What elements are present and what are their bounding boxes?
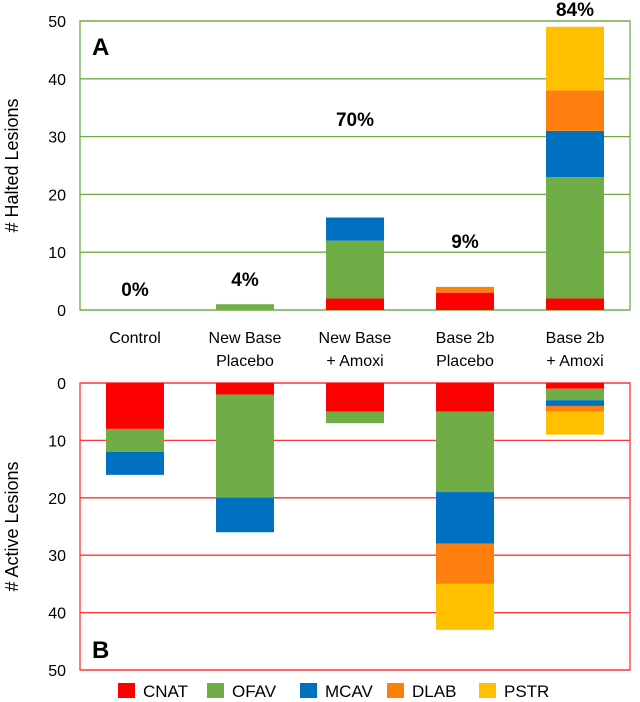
legend-swatch-cnat (118, 683, 135, 698)
panel-b-active-lesions: 0 10 20 30 40 50 # Active Lesions B (2, 376, 631, 680)
bar-segment-mcav-base-2b-amoxi (546, 400, 604, 406)
bar-segment-mcav-base-2b-amoxi (546, 130, 604, 178)
y-tick-label: 10 (48, 433, 66, 450)
x-category-label-line: New Base (319, 330, 392, 347)
x-category-label: New Base + Amoxi (319, 330, 392, 370)
bar-segment-dlab-base-2b-amoxi (546, 405, 604, 412)
x-category-label: New Base Placebo (209, 330, 282, 370)
y-tick-label: 50 (48, 663, 66, 680)
x-category-label-line: Base 2b (546, 330, 605, 347)
bar-segment-cnat-new-base-amoxi (326, 298, 384, 310)
legend-label-dlab: DLAB (412, 682, 456, 701)
y-tick-label: 0 (57, 376, 66, 393)
legend: CNAT OFAV MCAV DLAB PSTR (118, 682, 549, 701)
bar-segment-pstr-base-2b-placebo (436, 583, 494, 630)
bar-segment-pstr-base-2b-amoxi (546, 26, 604, 91)
legend-swatch-pstr (479, 683, 496, 698)
y-tick-label: 40 (48, 606, 66, 623)
bar-segment-mcav-base-2b-placebo (436, 492, 494, 544)
bar-segment-ofav-new-base-placebo (216, 394, 274, 498)
bar-segment-cnat-base-2b-amoxi (546, 298, 604, 310)
panel-label: A (92, 34, 109, 61)
legend-label-pstr: PSTR (504, 682, 549, 701)
x-category-label-line: Control (109, 330, 161, 347)
bar-segment-dlab-base-2b-amoxi (546, 90, 604, 131)
legend-label-cnat: CNAT (143, 682, 188, 701)
bar-segment-cnat-base-2b-placebo (436, 292, 494, 310)
percent-label: 84% (556, 0, 594, 21)
bar-segment-cnat-control (106, 383, 164, 429)
x-category-label-line: + Amoxi (546, 353, 603, 370)
x-category-label-line: Base 2b (436, 330, 495, 347)
bar-segment-dlab-base-2b-placebo (436, 543, 494, 584)
y-tick-label: 0 (57, 303, 66, 320)
x-category-label-line: Placebo (436, 353, 494, 370)
bar-segment-ofav-base-2b-amoxi (546, 388, 604, 401)
panel-a-halted-lesions: 0 10 20 30 40 50 # Halted Lesions A 0% 4% 70% 9% 84% (2, 0, 631, 320)
percent-label: 70% (336, 110, 374, 131)
legend-swatch-dlab (387, 683, 404, 698)
y-tick-label: 40 (48, 72, 66, 89)
percent-label: 0% (121, 280, 149, 301)
bar-segment-cnat-base-2b-placebo (436, 383, 494, 412)
y-tick-label: 50 (48, 14, 66, 31)
y-axis-label: # Halted Lesions (2, 98, 22, 232)
bar-segment-pstr-base-2b-amoxi (546, 411, 604, 435)
bar-segment-mcav-new-base-placebo (216, 497, 274, 533)
panel-label: B (92, 637, 109, 664)
x-category-label: Control (109, 330, 161, 347)
percent-label: 9% (451, 232, 479, 253)
x-category-label-line: New Base (209, 330, 282, 347)
bar-segment-cnat-new-base-amoxi (326, 383, 384, 412)
bar-segment-mcav-control (106, 451, 164, 475)
y-tick-label: 30 (48, 548, 66, 565)
y-tick-label: 10 (48, 245, 66, 262)
x-category-label: Base 2b Placebo (436, 330, 495, 370)
bar-segment-mcav-new-base-amoxi (326, 217, 384, 241)
y-tick-label: 20 (48, 187, 66, 204)
bar-segment-ofav-base-2b-amoxi (546, 177, 604, 299)
legend-swatch-ofav (207, 683, 224, 698)
bar-segment-ofav-new-base-amoxi (326, 240, 384, 299)
bar-segment-ofav-base-2b-placebo (436, 411, 494, 493)
x-category-label-line: Placebo (216, 353, 274, 370)
bar-segment-dlab-base-2b-placebo (436, 286, 494, 293)
legend-label-ofav: OFAV (232, 682, 277, 701)
bar-segment-cnat-new-base-placebo (216, 383, 274, 395)
x-category-label: Base 2b + Amoxi (546, 330, 605, 370)
x-category-label-line: + Amoxi (326, 353, 383, 370)
bar-segment-ofav-control (106, 428, 164, 452)
legend-swatch-mcav (300, 683, 317, 698)
legend-label-mcav: MCAV (325, 682, 374, 701)
bar-segment-ofav-new-base-placebo (216, 304, 274, 310)
y-axis-label: # Active Lesions (2, 461, 22, 591)
y-tick-label: 20 (48, 491, 66, 508)
bar-segment-cnat-base-2b-amoxi (546, 383, 604, 389)
percent-label: 4% (231, 270, 259, 291)
bar-segment-ofav-new-base-amoxi (326, 411, 384, 424)
y-tick-label: 30 (48, 130, 66, 147)
